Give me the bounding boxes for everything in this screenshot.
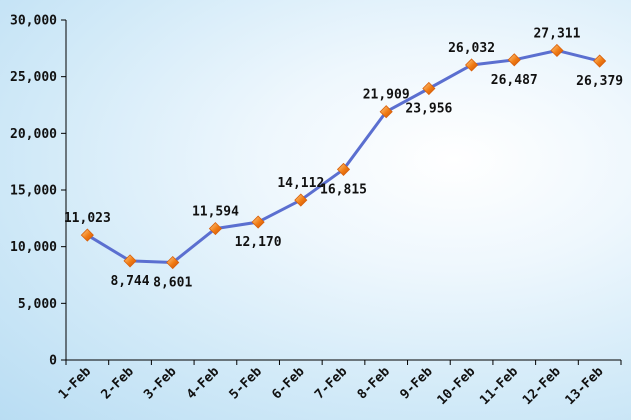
data-point-marker [593,54,607,68]
x-tick-label: 8-Feb [355,364,393,402]
data-label: 23,956 [405,101,452,116]
x-tick-label: 5-Feb [227,364,265,402]
data-point-marker [251,215,265,229]
data-label: 26,032 [448,41,495,56]
data-point-marker [123,254,137,268]
data-point-marker [507,53,521,67]
data-label: 8,601 [153,276,192,291]
x-tick-label: 6-Feb [269,364,307,402]
x-tick-label: 10-Feb [435,364,479,408]
y-tick-label: 20,000 [10,127,57,142]
data-point-marker [208,222,222,236]
data-label: 26,379 [576,74,623,89]
data-label: 16,815 [320,182,367,197]
data-label: 27,311 [533,26,580,41]
data-point-marker [379,105,393,119]
x-tick-label: 3-Feb [141,364,179,402]
data-point-marker [465,58,479,72]
data-point-marker [422,81,436,96]
data-label: 26,487 [491,73,538,88]
data-label: 21,909 [363,88,410,103]
x-tick-label: 7-Feb [312,364,350,402]
data-point-marker [336,162,351,176]
y-tick-label: 30,000 [10,14,57,29]
data-label: 12,170 [235,235,282,250]
y-tick-label: 25,000 [10,70,57,85]
data-label: 14,112 [277,176,324,191]
data-label: 11,023 [64,211,111,226]
x-tick-label: 12-Feb [520,364,564,408]
y-tick-label: 0 [49,354,57,369]
data-label: 8,744 [110,274,149,289]
x-tick-label: 1-Feb [56,364,94,402]
data-label: 11,594 [192,205,239,220]
y-tick-label: 10,000 [10,240,57,255]
data-point-marker [80,228,94,242]
y-tick-label: 15,000 [10,184,57,199]
data-point-marker [166,255,180,270]
data-point-marker [550,43,564,58]
x-tick-label: 9-Feb [397,364,435,402]
x-tick-label: 13-Feb [563,364,607,408]
data-point-marker [294,193,308,207]
x-tick-label: 4-Feb [184,364,222,402]
x-tick-label: 2-Feb [99,364,137,402]
y-tick-label: 5,000 [18,297,57,312]
x-tick-label: 11-Feb [477,364,521,408]
